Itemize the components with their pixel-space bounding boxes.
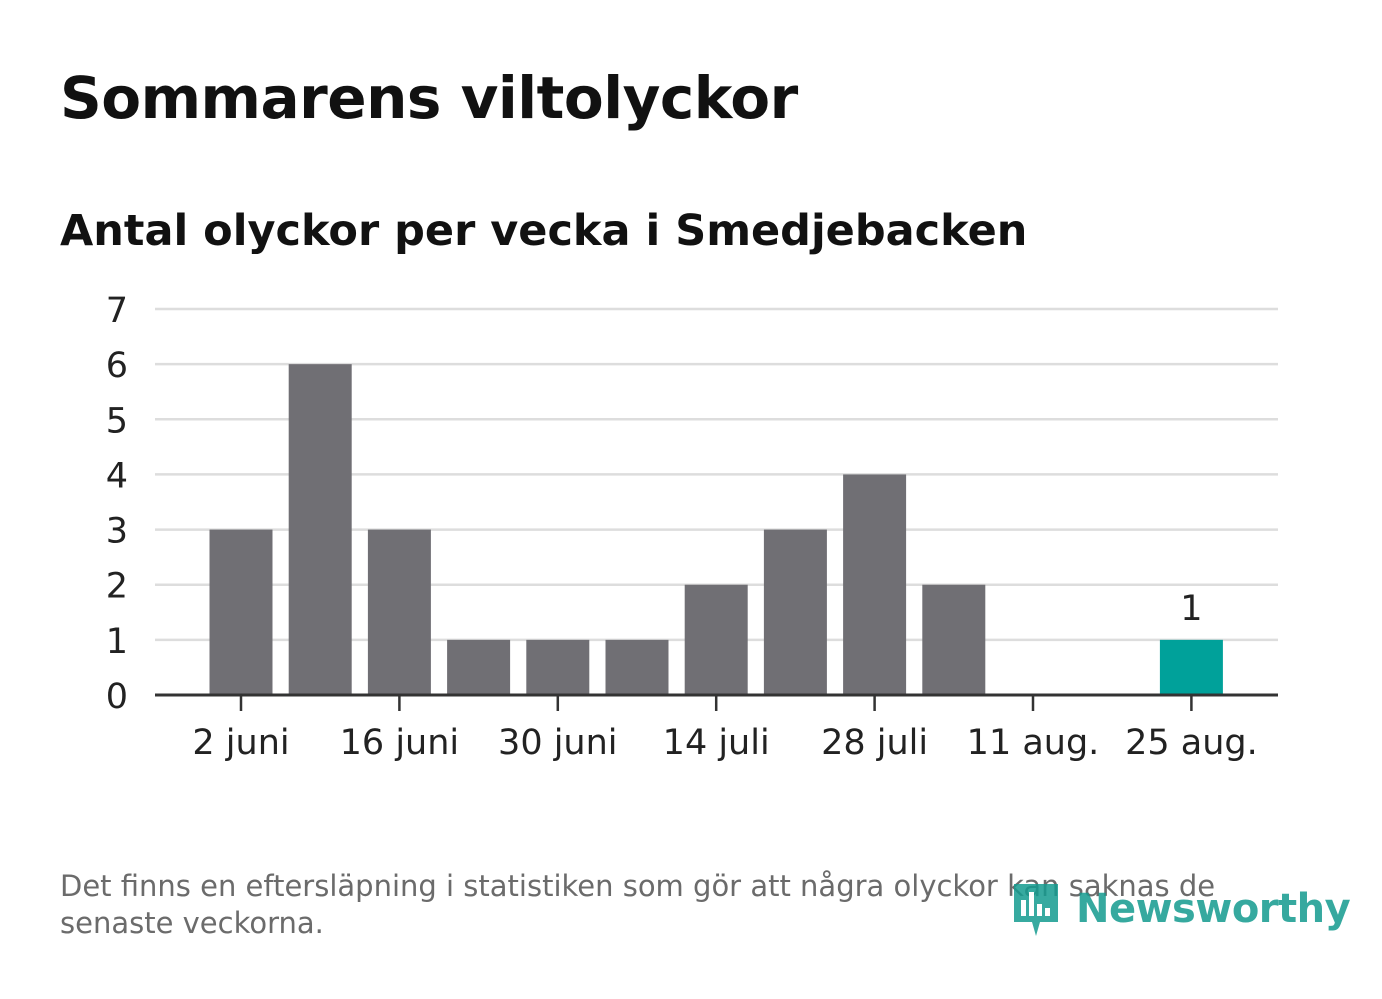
logo-text: Newsworthy (1076, 886, 1351, 932)
bar-21-juli (763, 529, 827, 695)
bar-4-aug (922, 584, 986, 695)
x-tick-label: 14 juli (663, 723, 770, 763)
bar-7-juli (605, 639, 669, 695)
y-tick-label: 3 (106, 512, 128, 552)
x-tick-label: 16 juni (340, 723, 459, 763)
y-tick-label: 4 (106, 456, 128, 496)
x-tick-label: 28 juli (821, 723, 928, 763)
x-tick-label: 2 juni (192, 723, 289, 763)
newsworthy-logo-icon (1014, 884, 1058, 936)
y-tick-label: 1 (106, 622, 128, 662)
bar-30-juni (526, 639, 590, 695)
bar-28-juli (843, 474, 907, 695)
bar-25-aug (1159, 639, 1223, 695)
x-tick-label: 25 aug. (1125, 723, 1258, 763)
bar-23-juni (447, 639, 511, 695)
bar-9-juni (288, 364, 352, 695)
y-axis-ticks: 0 1 2 3 4 5 6 7 (106, 291, 128, 717)
y-tick-label: 6 (106, 346, 128, 386)
y-tick-label: 5 (106, 401, 128, 441)
data-label: 1 (1180, 589, 1202, 629)
chart-subtitle: Antal olyckor per vecka i Smedjebacken (60, 206, 1028, 256)
y-tick-label: 7 (106, 291, 128, 331)
bar-chart: 0 1 2 3 4 5 6 7 2 juni 16 juni 30 juni 14 juli 28 j… (106, 291, 1278, 763)
x-axis-ticks: 2 juni 16 juni 30 juni 14 juli 28 juli 11 aug… (192, 695, 1258, 763)
bar-2-juni (209, 529, 273, 695)
x-tick-label: 30 juni (498, 723, 617, 763)
chart-title: Sommarens viltolyckor (60, 64, 798, 132)
bar-16-juni (367, 529, 431, 695)
newsworthy-logo[interactable]: Newsworthy (1010, 878, 1351, 940)
data-labels: 1 (1180, 589, 1202, 629)
y-tick-label: 0 (106, 677, 128, 717)
y-tick-label: 2 (106, 567, 128, 607)
bar-14-juli (684, 584, 748, 695)
bars (209, 364, 1223, 695)
x-tick-label: 11 aug. (967, 723, 1100, 763)
